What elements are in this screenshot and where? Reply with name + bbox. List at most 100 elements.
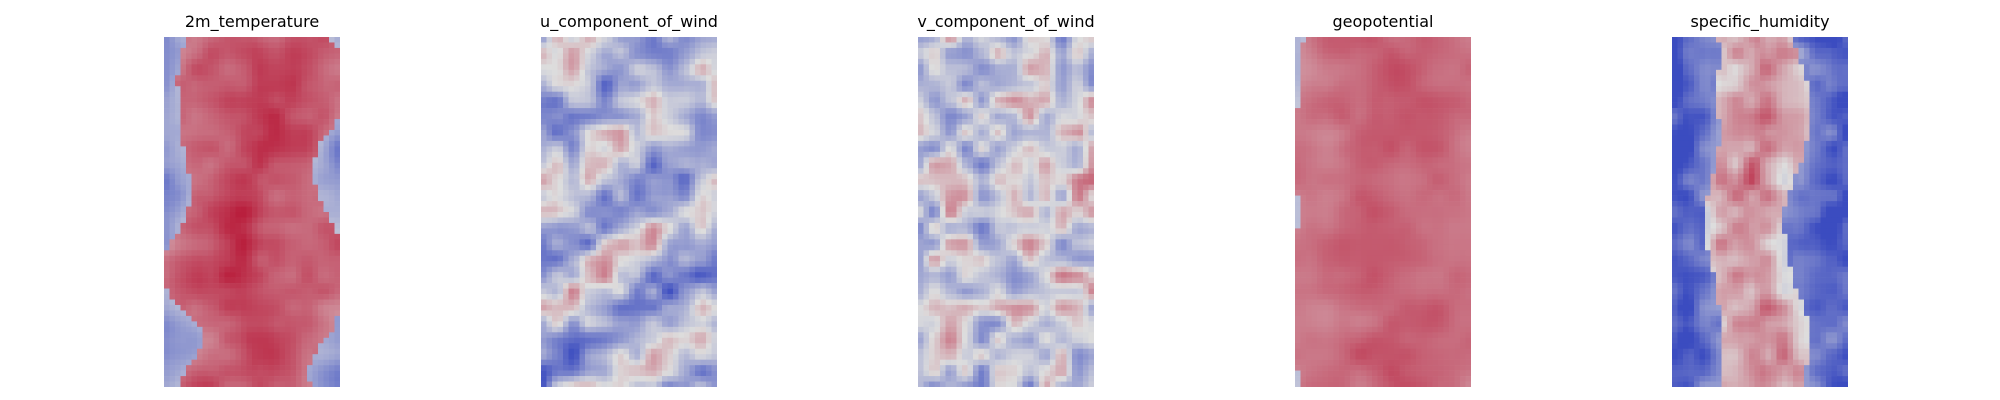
heatmap-cell xyxy=(612,365,619,371)
heatmap-cell xyxy=(285,283,291,289)
heatmap-cell xyxy=(197,168,203,175)
heatmap-cell xyxy=(213,108,220,114)
heatmap-cell xyxy=(296,162,302,169)
heatmap-cell xyxy=(296,228,302,235)
heatmap-cell xyxy=(241,348,247,355)
heatmap-cell xyxy=(290,151,297,158)
heatmap-cell xyxy=(268,119,275,125)
heatmap-cell xyxy=(334,255,340,262)
heatmap-cell xyxy=(1022,53,1029,60)
heatmap-cell xyxy=(257,108,264,114)
heatmap-cell xyxy=(579,272,586,278)
heatmap-cell xyxy=(590,37,597,43)
heatmap-cell xyxy=(1055,64,1062,71)
heatmap-cell xyxy=(164,157,170,164)
heatmap-cell xyxy=(246,288,253,295)
heatmap-cell xyxy=(296,250,302,257)
heatmap-cell xyxy=(285,255,291,262)
heatmap-cell xyxy=(175,195,181,202)
heatmap-cell xyxy=(590,272,597,278)
heatmap-cell xyxy=(318,75,324,82)
heatmap-cell xyxy=(945,91,952,98)
heatmap-cell xyxy=(1055,151,1062,158)
heatmap-cell xyxy=(169,64,176,71)
heatmap-cell xyxy=(252,91,258,98)
heatmap-cell xyxy=(235,272,242,278)
heatmap-cell xyxy=(618,315,624,322)
heatmap-cell xyxy=(257,222,264,229)
heatmap-cell xyxy=(213,75,220,82)
heatmap-cell xyxy=(1011,42,1018,49)
heatmap-cell xyxy=(700,376,707,382)
heatmap-cell xyxy=(651,173,657,180)
heatmap-cell xyxy=(197,113,203,120)
heatmap-cell xyxy=(318,140,324,147)
heatmap-cell xyxy=(202,326,209,333)
heatmap-cell xyxy=(706,206,712,213)
heatmap-cell xyxy=(706,102,712,109)
heatmap-cell xyxy=(656,266,663,273)
heatmap-cell xyxy=(290,348,297,355)
heatmap-cell xyxy=(651,119,657,125)
heatmap-cell xyxy=(252,47,258,54)
heatmap-cell xyxy=(213,80,220,87)
heatmap-cell xyxy=(175,146,181,153)
heatmap-cell xyxy=(706,304,712,311)
heatmap-cell xyxy=(989,162,996,169)
heatmap-cell xyxy=(700,332,707,339)
heatmap-cell xyxy=(235,348,242,355)
heatmap-cell xyxy=(263,255,269,262)
heatmap-cell xyxy=(711,119,717,125)
heatmap-cell xyxy=(257,47,264,54)
heatmap-cell xyxy=(235,370,242,377)
heatmap-cell xyxy=(274,64,280,71)
heatmap-cell xyxy=(557,113,564,120)
heatmap-cell xyxy=(568,91,575,98)
heatmap-cell xyxy=(318,108,324,114)
heatmap-cell xyxy=(585,310,591,317)
heatmap-cell xyxy=(546,288,553,295)
heatmap-cell xyxy=(684,146,690,153)
heatmap-cell xyxy=(257,53,264,60)
heatmap-cell xyxy=(623,113,630,120)
heatmap-cell xyxy=(711,184,717,191)
heatmap-cell xyxy=(213,294,220,300)
heatmap-cell xyxy=(612,75,619,82)
heatmap-cell xyxy=(574,151,580,158)
heatmap-cell xyxy=(623,97,630,103)
heatmap-cell xyxy=(279,64,286,71)
heatmap-cell xyxy=(590,113,597,120)
heatmap-cell xyxy=(1061,69,1067,76)
heatmap-cell xyxy=(962,53,968,60)
heatmap-cell xyxy=(700,173,707,180)
heatmap-cell xyxy=(929,91,935,98)
heatmap-cell xyxy=(329,206,335,213)
heatmap-cell xyxy=(574,146,580,153)
heatmap-cell xyxy=(175,69,181,76)
heatmap-cell xyxy=(662,80,668,87)
heatmap-cell xyxy=(989,113,996,120)
heatmap-cell xyxy=(651,228,657,235)
heatmap-cell xyxy=(656,381,663,387)
heatmap-cell xyxy=(579,179,586,185)
heatmap-cell xyxy=(607,91,613,98)
heatmap-cell xyxy=(186,146,192,153)
heatmap-cell xyxy=(557,304,564,311)
heatmap-cell xyxy=(579,162,586,169)
heatmap-cell xyxy=(667,228,674,235)
heatmap-cell xyxy=(607,157,613,164)
heatmap-cell xyxy=(929,140,935,147)
heatmap-cell xyxy=(662,381,668,387)
heatmap-cell xyxy=(596,283,602,289)
heatmap-cell xyxy=(574,206,580,213)
heatmap-cell xyxy=(257,277,264,284)
heatmap-cell xyxy=(923,119,930,125)
heatmap-cell xyxy=(706,376,712,382)
heatmap-cell xyxy=(546,80,553,87)
heatmap-cell xyxy=(329,315,335,322)
heatmap-cell xyxy=(257,244,264,251)
heatmap-cell xyxy=(307,80,313,87)
heatmap-cell xyxy=(607,376,613,382)
heatmap-cell xyxy=(235,195,242,202)
heatmap-cell xyxy=(307,321,313,328)
